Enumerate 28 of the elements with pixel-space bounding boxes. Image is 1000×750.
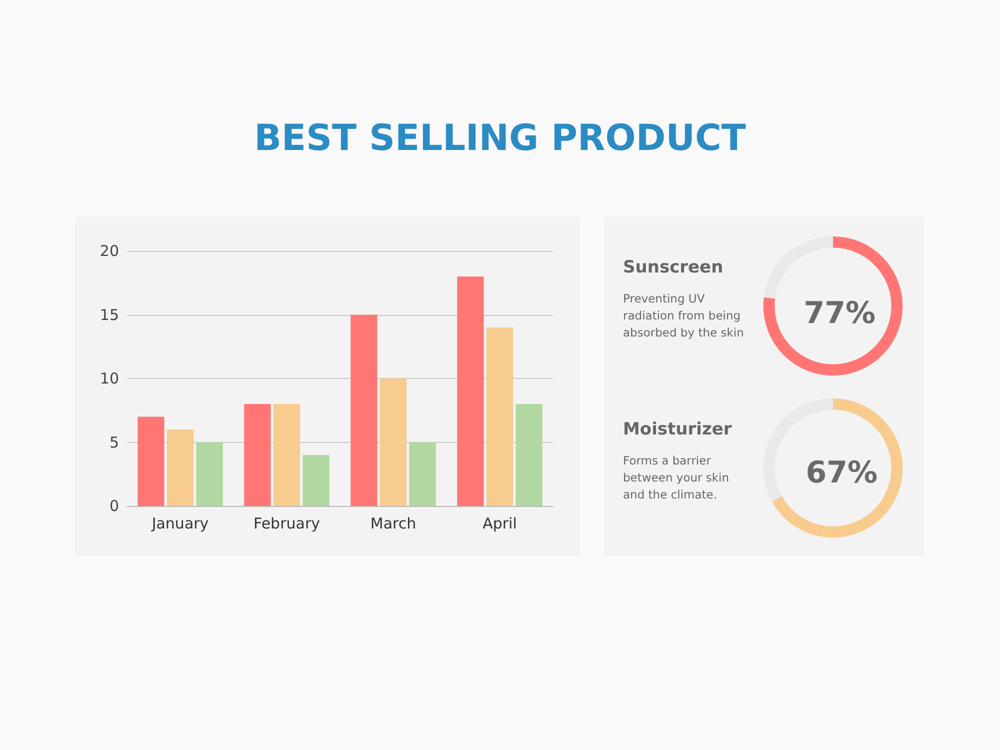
bar — [380, 378, 407, 506]
text: Preventing UV radiation from being absorbed by the skin — [623, 292, 744, 340]
bar — [302, 455, 330, 506]
y-tick-label: 10 — [100, 370, 119, 388]
y-tick-label: 5 — [109, 433, 119, 452]
bar — [273, 404, 300, 506]
y-tick-label: 15 — [100, 306, 119, 324]
x-tick-label: April — [482, 514, 517, 532]
bar — [244, 404, 271, 506]
bar — [196, 442, 223, 506]
text: Moisturizer — [623, 420, 732, 440]
x-tick-label: January — [150, 514, 209, 532]
y-tick-label: 20 — [100, 242, 119, 260]
bar — [350, 314, 378, 506]
chart-title: BEST SELLING PRODUCT — [253, 118, 747, 159]
bar — [409, 442, 436, 506]
bar — [486, 328, 514, 506]
text: Forms a barrier between your skin and the climate. — [623, 454, 733, 502]
bar — [138, 416, 164, 506]
bar — [457, 276, 484, 506]
bar — [166, 430, 194, 506]
bar — [516, 404, 542, 506]
data-label: 77% — [804, 296, 876, 331]
x-tick-label: February — [254, 514, 320, 532]
x-tick-label: March — [370, 514, 416, 532]
data-label: 67% — [806, 456, 878, 491]
y-tick-label: 0 — [109, 497, 119, 515]
text: Sunscreen — [623, 258, 724, 278]
